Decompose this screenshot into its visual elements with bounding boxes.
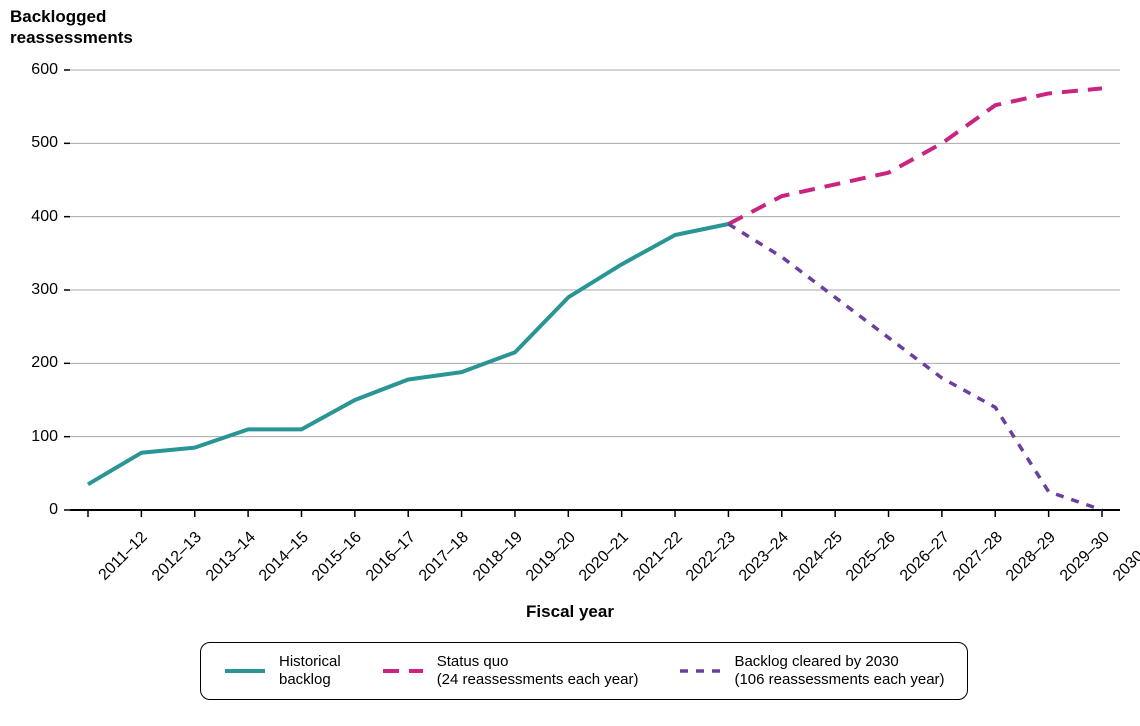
chart-svg: [70, 70, 1120, 520]
x-tick-label: 2023–24: [736, 529, 793, 586]
legend-swatch: [678, 661, 722, 681]
plot-area: [70, 70, 1120, 510]
series-line: [88, 224, 728, 484]
legend: Historical backlog Status quo (24 reasses…: [200, 642, 968, 700]
chart-container: Backlogged reassessments 0 100 200 300 400 50…: [0, 0, 1140, 726]
x-tick-label: 2013–14: [203, 529, 260, 586]
x-tick-label: 2026–27: [896, 529, 953, 586]
x-tick-label: 2011–12: [96, 529, 152, 585]
x-tick-label: 2015–16: [309, 529, 366, 586]
x-tick-label: 2019–20: [523, 529, 580, 586]
x-tick-label: 2027–28: [950, 529, 1007, 586]
y-axis-title: Backlogged reassessments: [10, 6, 133, 49]
x-axis-title: Fiscal year: [0, 602, 1140, 622]
legend-item: Historical backlog: [223, 653, 341, 689]
y-tick-label: 300: [0, 281, 58, 299]
y-tick-label: 600: [0, 61, 58, 79]
legend-swatch: [223, 661, 267, 681]
y-tick-label: 0: [0, 501, 58, 519]
x-tick-label: 2024–25: [790, 529, 847, 586]
x-tick-label: 2021–22: [630, 529, 687, 586]
x-tick-label: 2028–29: [1003, 529, 1060, 586]
x-tick-label: 2020–21: [576, 529, 633, 586]
legend-label: Status quo (24 reassessments each year): [437, 653, 639, 689]
y-tick-label: 100: [0, 428, 58, 446]
x-tick-label: 2014–15: [256, 529, 313, 586]
x-tick-label: 2025–26: [843, 529, 900, 586]
series-line: [728, 224, 1102, 510]
x-tick-label: 2030–31: [1110, 529, 1140, 586]
legend-label: Historical backlog: [279, 653, 341, 689]
x-tick-label: 2016–17: [363, 529, 420, 586]
legend-item: Status quo (24 reassessments each year): [381, 653, 639, 689]
x-tick-label: 2022–23: [683, 529, 740, 586]
legend-swatch: [381, 661, 425, 681]
y-tick-label: 200: [0, 354, 58, 372]
y-tick-label: 400: [0, 208, 58, 226]
series-line: [728, 88, 1102, 224]
y-tick-label: 500: [0, 134, 58, 152]
x-tick-label: 2018–19: [469, 529, 526, 586]
x-tick-label: 2012–13: [149, 529, 206, 586]
legend-label: Backlog cleared by 2030 (106 reassessmen…: [734, 653, 944, 689]
x-tick-label: 2017–18: [416, 529, 473, 586]
x-tick-label: 2029–30: [1057, 529, 1114, 586]
legend-item: Backlog cleared by 2030 (106 reassessmen…: [678, 653, 944, 689]
